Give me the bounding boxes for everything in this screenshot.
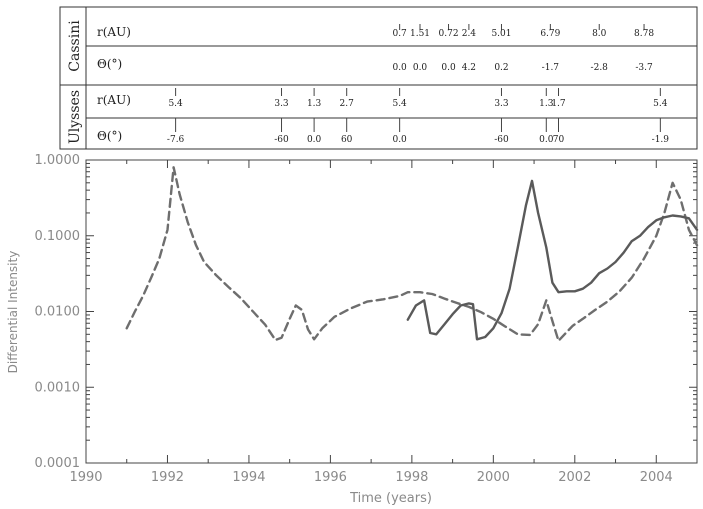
table-value: 6.79	[540, 29, 560, 39]
series-line-solid	[406, 179, 699, 341]
param-label-cassini-theta: Θ(°)	[97, 57, 122, 71]
table-value: 5.4	[392, 99, 407, 109]
y-axis: 0.0001 0.0010 0.0100 0.1000 1.0000	[35, 153, 697, 471]
orbit-parameter-table: Cassini Ulysses r(AU) Θ(°) r(AU) Θ(°) 0.…	[59, 6, 698, 150]
intensity-chart: 1990 1992 1994 1996 1998 2000 2002 2004 0.00010…	[6, 153, 699, 506]
table-cells: 0.7 1.51 0.72 2.4 5.01 6.79 8.0 8.78 0.0 0.0 0.0 4.…	[167, 24, 669, 145]
y-tick-label: 0.1000	[35, 229, 81, 244]
table-value: 1.51	[410, 29, 430, 39]
table-value: 5.01	[491, 29, 511, 39]
table-value: 0.0	[392, 63, 407, 73]
x-axis-label: Time (years)	[349, 491, 432, 506]
plot-frame	[85, 159, 698, 464]
x-tick-label: 1996	[314, 470, 347, 485]
x-tick-label: 1998	[395, 470, 428, 485]
y-tick-label: 1.0000	[35, 153, 81, 168]
table-value: 60	[341, 135, 353, 145]
mission-label-cassini: Cassini	[67, 20, 83, 72]
table-value: -60	[274, 135, 289, 145]
table-value: -7.6	[167, 135, 185, 145]
table-value: 0.0	[413, 63, 428, 73]
x-tick-label: 2000	[477, 470, 510, 485]
y-tick-label: 0.0100	[35, 305, 81, 320]
table-value: 1.3	[307, 99, 322, 109]
table-border	[59, 6, 698, 150]
table-value: 3.3	[274, 99, 289, 109]
table-value: 5.4	[653, 99, 668, 109]
x-tick-label: 1992	[151, 470, 184, 485]
series-layer	[125, 166, 699, 342]
param-label-cassini-r: r(AU)	[97, 25, 131, 39]
table-value: 8.0	[592, 29, 607, 39]
param-label-ulysses-theta: Θ(°)	[97, 129, 122, 143]
table-value: 0.0	[539, 135, 554, 145]
table-value: 1.7	[551, 99, 566, 109]
table-value: -2.8	[591, 63, 609, 73]
table-value: 4.2	[462, 63, 476, 73]
table-value: -60	[494, 135, 509, 145]
x-tick-label: 1994	[232, 470, 265, 485]
y-tick-label: 0.0001	[35, 456, 81, 471]
table-value: 0.7	[392, 29, 407, 39]
table-value: 0.72	[439, 29, 459, 39]
x-axis: 1990 1992 1994 1996 1998 2000 2002 2004	[69, 160, 673, 485]
table-value: -1.9	[652, 135, 670, 145]
table-value: 2.4	[462, 29, 477, 39]
param-label-ulysses-r: r(AU)	[97, 93, 131, 107]
y-tick-label: 0.0010	[35, 380, 81, 395]
table-value: 3.3	[494, 99, 509, 109]
y-axis-label: Differential Intensity	[6, 251, 20, 374]
table-value: 70	[553, 135, 565, 145]
table-value: 5.4	[168, 99, 183, 109]
table-value: 2.7	[340, 99, 355, 109]
mission-label-ulysses: Ulysses	[67, 90, 83, 144]
table-value: 8.78	[634, 29, 654, 39]
x-tick-label: 1990	[69, 470, 102, 485]
table-value: 0.2	[494, 63, 508, 73]
table-value: -1.7	[542, 63, 560, 73]
x-tick-label: 2002	[558, 470, 591, 485]
x-tick-label: 2004	[640, 470, 673, 485]
table-value: 1.3	[539, 99, 554, 109]
table-value: 0.0	[392, 135, 407, 145]
series-line-dashed	[125, 166, 699, 342]
table-value: -3.7	[635, 63, 653, 73]
table-value: 0.0	[441, 63, 456, 73]
table-value: 0.0	[307, 135, 322, 145]
